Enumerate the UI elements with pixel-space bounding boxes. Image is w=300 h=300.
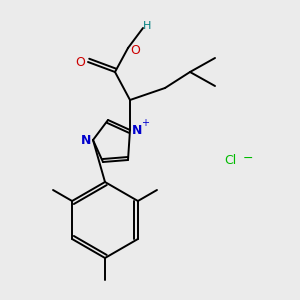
Text: N: N xyxy=(81,134,91,146)
Text: N: N xyxy=(132,124,142,136)
Text: +: + xyxy=(141,118,149,128)
Text: O: O xyxy=(75,56,85,68)
Text: Cl: Cl xyxy=(224,154,236,166)
Text: O: O xyxy=(130,44,140,56)
Text: H: H xyxy=(143,21,151,31)
Text: −: − xyxy=(243,152,253,164)
